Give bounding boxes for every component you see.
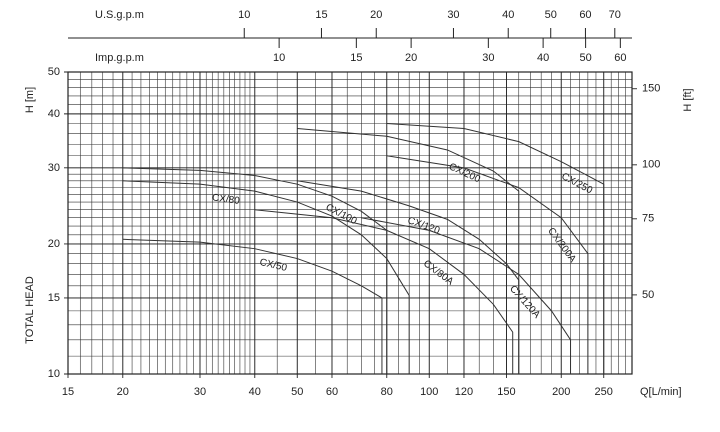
x-tick-label: 80 bbox=[381, 386, 393, 398]
curve-label: CX/50 bbox=[258, 257, 288, 274]
pump-curve bbox=[122, 238, 383, 374]
x-tick-label: 60 bbox=[326, 386, 338, 398]
curve-label: CX/80A bbox=[421, 258, 455, 288]
top-tick-label: 40 bbox=[502, 9, 514, 21]
top-tick-label: 10 bbox=[238, 9, 250, 21]
top-tick-label: 60 bbox=[614, 52, 626, 64]
pump-curve bbox=[122, 167, 388, 374]
top-tick-label: 40 bbox=[537, 52, 549, 64]
y2-axis-label: H [ft] bbox=[682, 88, 694, 111]
y2-tick-label: 100 bbox=[642, 159, 660, 171]
pump-curve bbox=[122, 180, 410, 374]
top-tick-label: 10 bbox=[273, 52, 285, 64]
y-axis-label: TOTAL HEAD bbox=[24, 276, 36, 344]
x-tick-label: 15 bbox=[62, 386, 74, 398]
top-tick-label: 20 bbox=[370, 9, 382, 21]
x-tick-label: 20 bbox=[117, 386, 129, 398]
y-axis-label: H [m] bbox=[24, 87, 36, 113]
y-tick-label: 15 bbox=[48, 292, 60, 304]
y-tick-label: 50 bbox=[48, 66, 60, 78]
y2-tick-label: 150 bbox=[642, 83, 660, 95]
y-tick-label: 10 bbox=[48, 368, 60, 380]
pump-curve bbox=[297, 180, 520, 374]
top-tick-label: 50 bbox=[579, 52, 591, 64]
y-tick-label: 20 bbox=[48, 238, 60, 250]
top-tick-label: 15 bbox=[350, 52, 362, 64]
curve-label: CX/250 bbox=[559, 171, 594, 197]
pump-curve bbox=[254, 209, 514, 374]
curve-label: CX/80 bbox=[211, 192, 240, 206]
top-tick-label: 15 bbox=[315, 9, 327, 21]
pump-curve bbox=[386, 122, 605, 374]
x-tick-label: 40 bbox=[249, 386, 261, 398]
x-tick-label: 120 bbox=[455, 386, 473, 398]
top-tick-label: 60 bbox=[579, 9, 591, 21]
y-tick-label: 30 bbox=[48, 162, 60, 174]
x-axis-label: Q[L/min] bbox=[640, 386, 682, 398]
curve-label: CX/200 bbox=[447, 161, 482, 185]
y2-tick-label: 75 bbox=[642, 213, 654, 225]
x-tick-label: 150 bbox=[497, 386, 515, 398]
y2-tick-label: 50 bbox=[642, 289, 654, 301]
curve-label: CX/120A bbox=[507, 284, 542, 321]
plot-frame bbox=[67, 71, 633, 375]
x-tick-label: 50 bbox=[291, 386, 303, 398]
curve-label: CX/120 bbox=[406, 215, 442, 237]
top-tick-label: 20 bbox=[405, 52, 417, 64]
x-tick-label: 30 bbox=[194, 386, 206, 398]
x-tick-label: 200 bbox=[552, 386, 570, 398]
pump-curve bbox=[386, 155, 589, 374]
pump-curve bbox=[297, 128, 520, 374]
top-axis-label: U.S.g.p.m bbox=[95, 9, 144, 21]
top-tick-label: 70 bbox=[609, 9, 621, 21]
x-tick-label: 250 bbox=[595, 386, 613, 398]
pump-curve bbox=[361, 217, 572, 374]
top-tick-label: 30 bbox=[482, 52, 494, 64]
top-tick-label: 50 bbox=[545, 9, 557, 21]
top-axis-label: Imp.g.p.m bbox=[95, 52, 144, 64]
y-tick-label: 40 bbox=[48, 108, 60, 120]
x-tick-label: 100 bbox=[420, 386, 438, 398]
top-tick-label: 30 bbox=[447, 9, 459, 21]
